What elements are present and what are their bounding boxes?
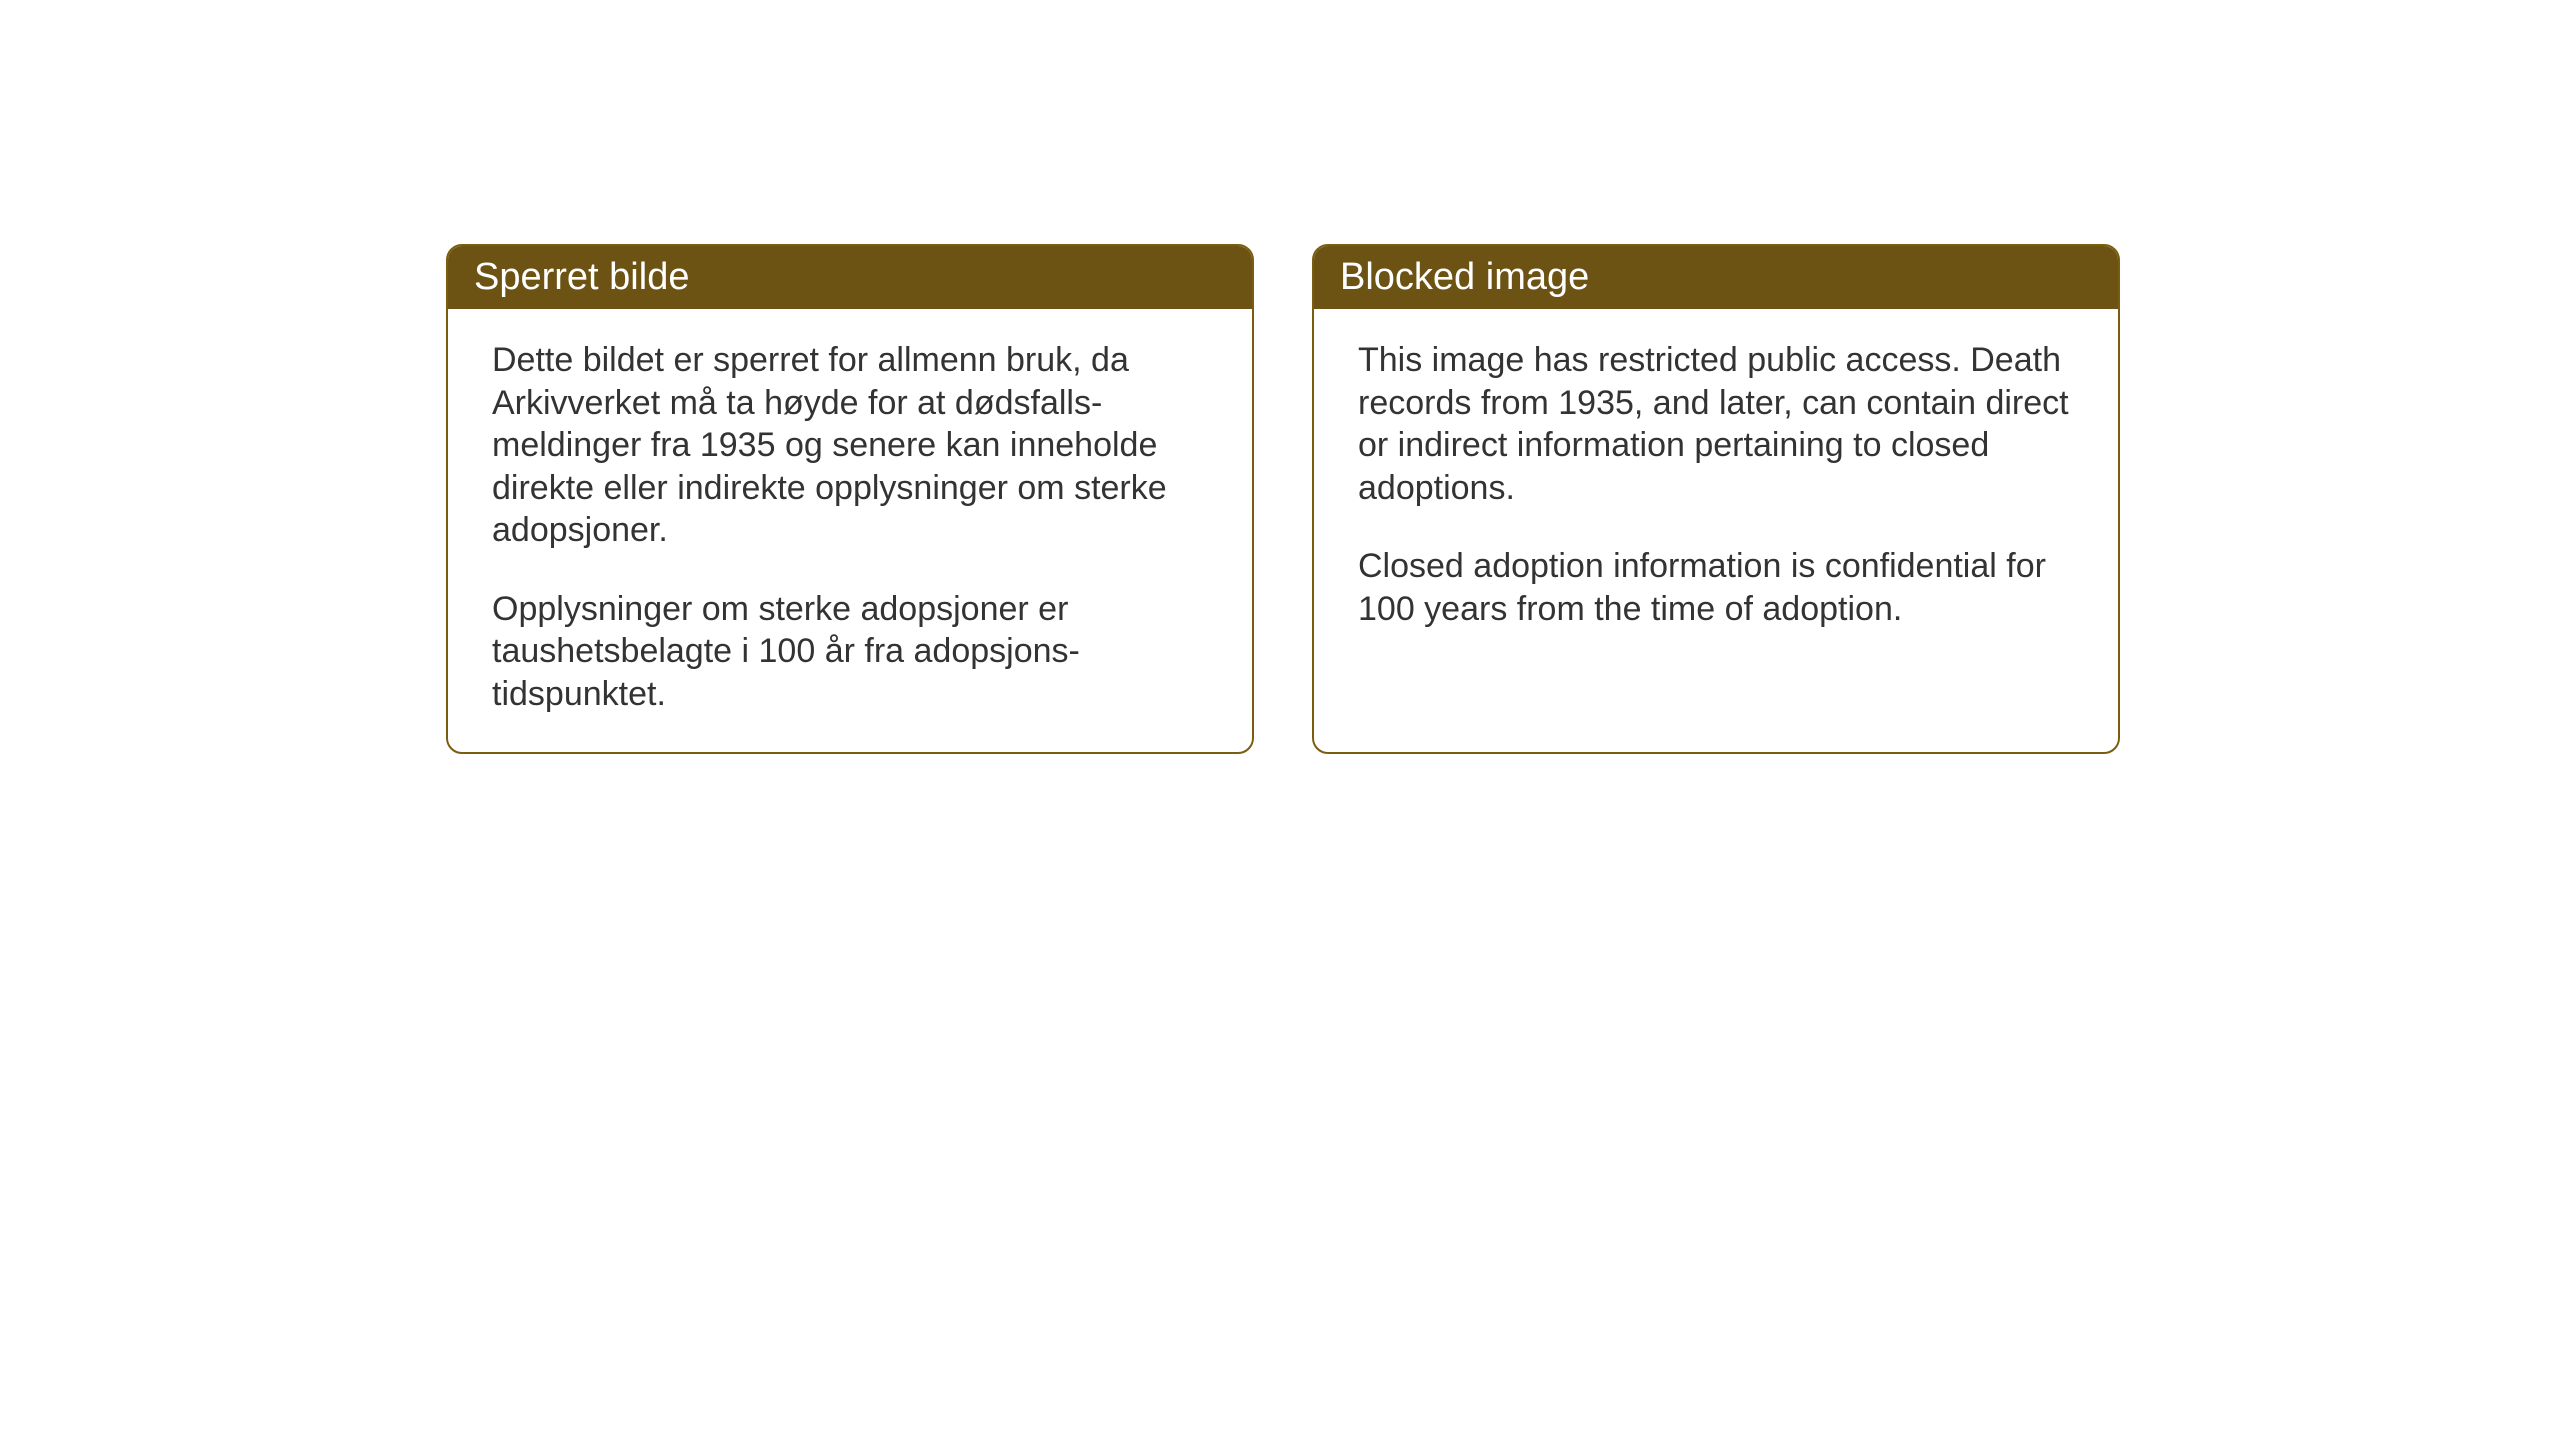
card-paragraph-english-1: This image has restricted public access.… (1358, 339, 2074, 509)
card-paragraph-norwegian-2: Opplysninger om sterke adopsjoner er tau… (492, 588, 1208, 716)
card-paragraph-english-2: Closed adoption information is confident… (1358, 545, 2074, 630)
notice-container: Sperret bilde Dette bildet er sperret fo… (446, 244, 2120, 754)
notice-card-english: Blocked image This image has restricted … (1312, 244, 2120, 754)
card-title-english: Blocked image (1340, 256, 1589, 298)
card-header-norwegian: Sperret bilde (448, 246, 1252, 309)
card-paragraph-norwegian-1: Dette bildet er sperret for allmenn bruk… (492, 339, 1208, 552)
notice-card-norwegian: Sperret bilde Dette bildet er sperret fo… (446, 244, 1254, 754)
card-title-norwegian: Sperret bilde (474, 256, 689, 298)
card-body-english: This image has restricted public access.… (1314, 309, 2118, 660)
card-header-english: Blocked image (1314, 246, 2118, 309)
card-body-norwegian: Dette bildet er sperret for allmenn bruk… (448, 309, 1252, 745)
